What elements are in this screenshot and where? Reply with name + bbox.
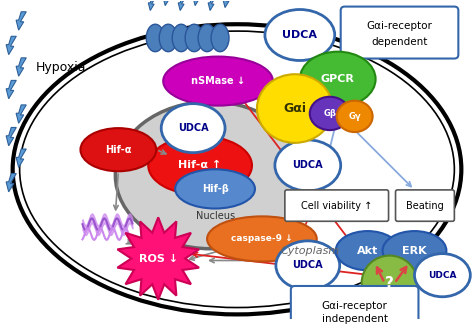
- Text: Cytoplasm: Cytoplasm: [280, 246, 339, 256]
- Ellipse shape: [336, 231, 400, 270]
- Text: UDCA: UDCA: [283, 30, 317, 40]
- Ellipse shape: [115, 102, 305, 249]
- Ellipse shape: [276, 241, 340, 290]
- Polygon shape: [118, 217, 199, 300]
- Polygon shape: [6, 36, 16, 55]
- Ellipse shape: [300, 52, 375, 107]
- Ellipse shape: [257, 74, 333, 143]
- Text: Hif-α ↑: Hif-α ↑: [179, 161, 222, 170]
- FancyBboxPatch shape: [341, 6, 458, 58]
- Ellipse shape: [159, 24, 177, 52]
- Ellipse shape: [148, 136, 252, 195]
- Ellipse shape: [172, 24, 190, 52]
- Ellipse shape: [13, 24, 461, 314]
- Text: caspase-9 ↓: caspase-9 ↓: [231, 234, 293, 243]
- Text: dependent: dependent: [371, 37, 428, 47]
- Ellipse shape: [337, 101, 373, 132]
- Ellipse shape: [198, 24, 216, 52]
- Ellipse shape: [265, 9, 335, 60]
- Ellipse shape: [185, 24, 203, 52]
- Text: Akt: Akt: [357, 246, 378, 256]
- Text: Gγ: Gγ: [348, 112, 361, 121]
- Polygon shape: [6, 127, 16, 146]
- Text: GPCR: GPCR: [321, 74, 355, 84]
- Text: UDCA: UDCA: [292, 161, 323, 170]
- Text: Hypoxia: Hypoxia: [35, 61, 86, 74]
- Text: Cell viability ↑: Cell viability ↑: [301, 201, 373, 211]
- Text: UDCA: UDCA: [428, 271, 456, 280]
- Ellipse shape: [175, 169, 255, 209]
- Ellipse shape: [362, 255, 418, 310]
- Ellipse shape: [310, 97, 350, 130]
- FancyBboxPatch shape: [291, 286, 419, 325]
- Text: Nucleus: Nucleus: [195, 211, 235, 221]
- Polygon shape: [193, 0, 201, 6]
- Text: UDCA: UDCA: [178, 123, 209, 133]
- Ellipse shape: [81, 128, 156, 171]
- Polygon shape: [223, 0, 231, 7]
- Text: UDCA: UDCA: [292, 260, 323, 270]
- Text: ROS ↓: ROS ↓: [139, 254, 178, 264]
- FancyBboxPatch shape: [395, 190, 455, 221]
- Ellipse shape: [275, 140, 341, 191]
- Ellipse shape: [161, 104, 225, 153]
- Text: independent: independent: [322, 314, 388, 324]
- Polygon shape: [16, 149, 26, 167]
- Ellipse shape: [383, 231, 447, 270]
- Text: Hif-β: Hif-β: [201, 184, 228, 194]
- Polygon shape: [16, 12, 26, 30]
- Ellipse shape: [211, 24, 229, 52]
- Text: Beating: Beating: [406, 201, 443, 211]
- Polygon shape: [6, 174, 16, 192]
- Polygon shape: [163, 0, 171, 6]
- Polygon shape: [148, 0, 156, 10]
- Text: ?: ?: [385, 276, 394, 291]
- Text: Gαi-receptor: Gαi-receptor: [322, 301, 388, 311]
- Text: Gβ: Gβ: [323, 109, 336, 118]
- Polygon shape: [208, 0, 216, 10]
- FancyBboxPatch shape: [285, 190, 389, 221]
- Text: Gαi: Gαi: [283, 102, 306, 115]
- Ellipse shape: [146, 24, 164, 52]
- Text: Hif-α: Hif-α: [105, 145, 132, 155]
- Ellipse shape: [414, 254, 470, 297]
- Polygon shape: [16, 58, 26, 76]
- Text: ERK: ERK: [402, 246, 427, 256]
- Polygon shape: [16, 105, 26, 123]
- Ellipse shape: [163, 57, 273, 106]
- Polygon shape: [178, 0, 186, 10]
- Text: nSMase ↓: nSMase ↓: [191, 76, 245, 86]
- Polygon shape: [6, 80, 16, 99]
- Text: Gαi-receptor: Gαi-receptor: [366, 21, 432, 31]
- Ellipse shape: [207, 216, 317, 262]
